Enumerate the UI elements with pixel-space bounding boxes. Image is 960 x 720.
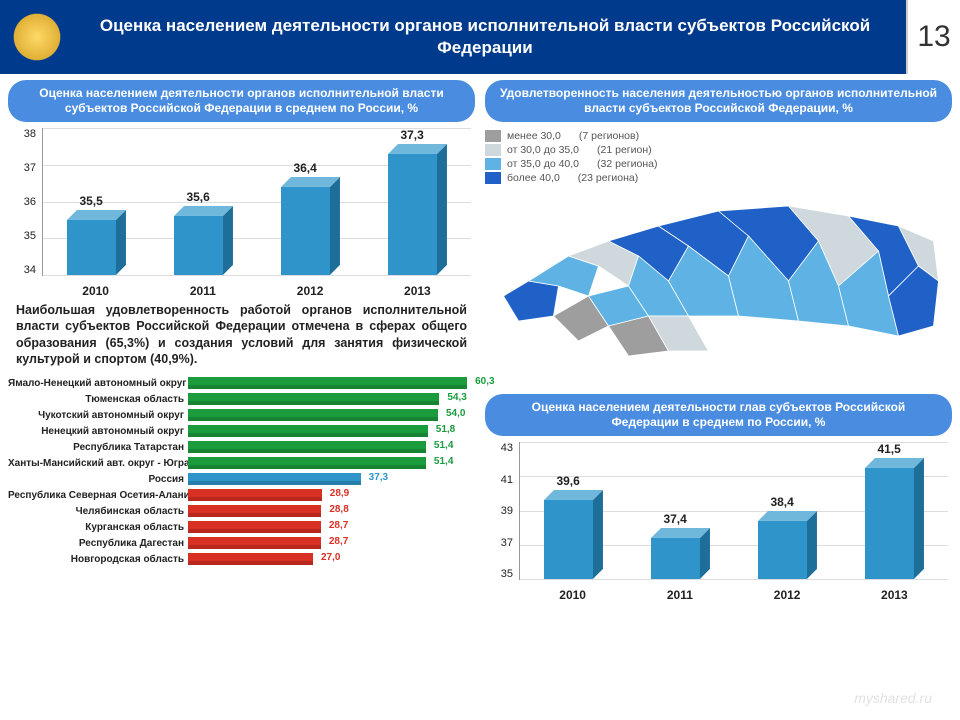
- chart2-3d-bar: 4341393735 39,637,438,441,5 201020112012…: [485, 442, 952, 602]
- legend-item: от 30,0 до 35,0(21 регион): [485, 144, 952, 156]
- emblem-icon: [10, 10, 64, 64]
- chart1-xaxis: 2010201120122013: [42, 284, 471, 298]
- note-text: Наибольшая удовлетворенность работой орг…: [8, 298, 475, 375]
- chart2-xaxis: 2010201120122013: [519, 588, 948, 602]
- hbar-row: Тюменская область54,3: [8, 391, 475, 407]
- legend-item: от 35,0 до 40,0(32 региона): [485, 158, 952, 170]
- watermark: myshared.ru: [854, 690, 932, 706]
- legend-item: менее 30,0(7 регионов): [485, 130, 952, 142]
- chart2-yaxis: 4341393735: [485, 442, 513, 580]
- chart1-plot: 35,535,636,437,3: [42, 128, 471, 276]
- map-container: [485, 186, 952, 386]
- chart1-yaxis: 3837363534: [8, 128, 36, 276]
- content-area: Оценка населением деятельности органов и…: [0, 74, 960, 608]
- left-column: Оценка населением деятельности органов и…: [8, 80, 475, 602]
- hbar-row: Чукотский автономный округ54,0: [8, 407, 475, 423]
- russia-map-icon: [485, 186, 952, 386]
- hbar-row: Республика Северная Осетия-Алания28,9: [8, 487, 475, 503]
- map-title: Удовлетворенность населения деятельность…: [485, 80, 952, 122]
- chart2-title: Оценка населением деятельности глав субъ…: [485, 394, 952, 436]
- header-bar: Оценка населением деятельности органов и…: [0, 0, 960, 74]
- hbar-row: Новгородская область27,0: [8, 551, 475, 567]
- hbar-row: Ханты-Мансийский авт. округ - Югра51,4: [8, 455, 475, 471]
- chart1-3d-bar: 3837363534 35,535,636,437,3 201020112012…: [8, 128, 475, 298]
- hbar-row: Республика Дагестан28,7: [8, 535, 475, 551]
- chart2-plot: 39,637,438,441,5: [519, 442, 948, 580]
- page-number: 13: [906, 0, 960, 74]
- hbar-row: Республика Татарстан51,4: [8, 439, 475, 455]
- legend-item: более 40,0(23 региона): [485, 172, 952, 184]
- map-legend: менее 30,0(7 регионов) от 30,0 до 35,0(21…: [485, 128, 952, 186]
- chart1-title: Оценка населением деятельности органов и…: [8, 80, 475, 122]
- page-title: Оценка населением деятельности органов и…: [64, 15, 906, 59]
- right-column: Удовлетворенность населения деятельность…: [485, 80, 952, 602]
- hbar-row: Россия37,3: [8, 471, 475, 487]
- hbar-row: Курганская область28,7: [8, 519, 475, 535]
- hbar-row: Ненецкий автономный округ51,8: [8, 423, 475, 439]
- hbar-row: Ямало-Ненецкий автономный округ60,3: [8, 375, 475, 391]
- hbar-row: Челябинская область28,8: [8, 503, 475, 519]
- hbar-chart: Ямало-Ненецкий автономный округ60,3Тюмен…: [8, 375, 475, 567]
